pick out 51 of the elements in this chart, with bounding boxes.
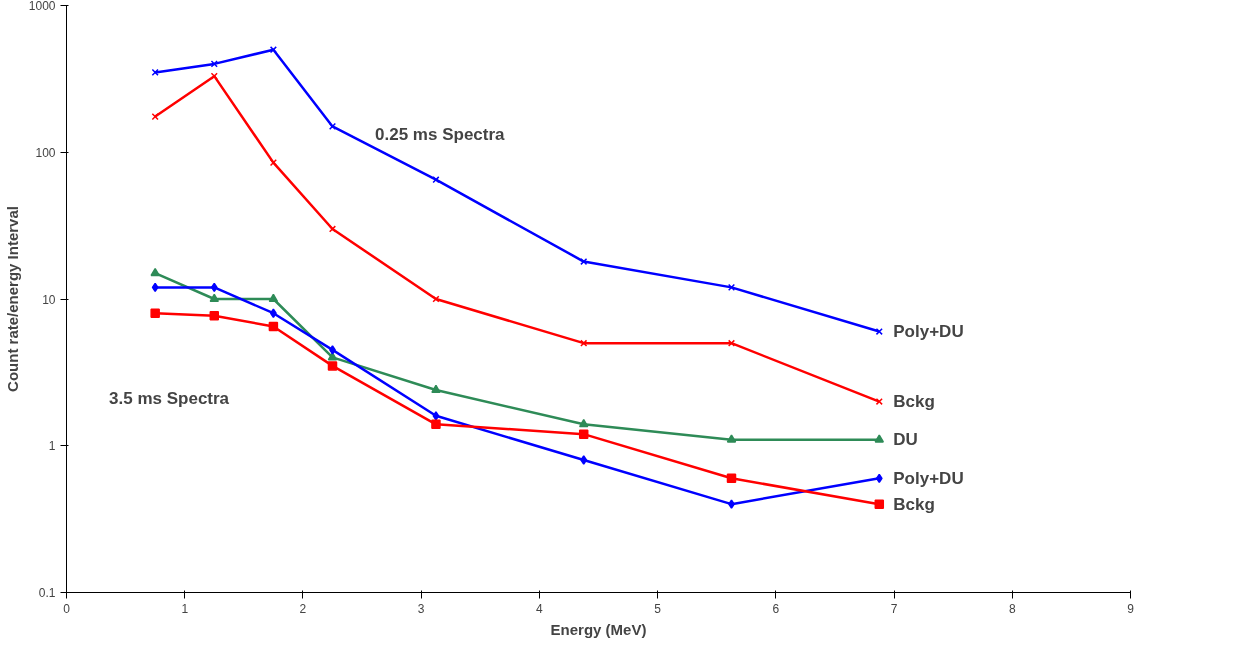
point <box>728 499 735 509</box>
point <box>150 267 160 277</box>
y-tick-label: 0.1 <box>38 586 56 600</box>
point <box>268 293 279 303</box>
y-tick-label: 1000 <box>28 0 56 13</box>
point <box>726 434 737 443</box>
point <box>578 429 589 439</box>
point <box>432 411 440 421</box>
point <box>327 361 338 371</box>
point <box>209 293 220 303</box>
x-tick-label: 1 <box>181 601 189 616</box>
annotation: 3.5 ms Spectra <box>109 389 230 409</box>
y-tick-label: 1 <box>48 439 56 454</box>
x-tick-label: 0 <box>63 601 71 616</box>
point <box>578 418 589 428</box>
point <box>432 295 440 303</box>
x-tick-label: 3 <box>417 601 425 616</box>
point <box>269 159 277 167</box>
point <box>268 321 279 332</box>
point <box>431 419 441 430</box>
point <box>269 308 277 318</box>
x-tick-label: 7 <box>890 601 898 616</box>
y-tick-label: 100 <box>35 145 56 160</box>
series-label: Bckg <box>893 494 935 514</box>
annotation: 0.25 ms Spectra <box>375 125 506 145</box>
x-tick-label: 6 <box>772 601 780 616</box>
series-label: Poly+DU <box>893 468 964 488</box>
x-axis-title: Energy (MeV) <box>550 620 647 638</box>
x-tick-label: 9 <box>1127 601 1135 616</box>
series-label: Bckg <box>893 392 935 412</box>
point <box>431 384 441 394</box>
series-label: DU <box>893 430 918 450</box>
point <box>580 455 588 465</box>
point <box>151 282 159 293</box>
y-tick-label: 10 <box>42 292 56 307</box>
point <box>874 499 885 509</box>
point <box>726 473 737 484</box>
point <box>150 308 160 318</box>
series-label: Poly+DU <box>893 322 964 342</box>
point <box>328 225 337 233</box>
x-tick-label: 2 <box>299 601 307 616</box>
point <box>209 310 220 321</box>
y-axis-title: Count rate/energy Interval <box>3 206 21 392</box>
x-tick-label: 4 <box>536 601 544 616</box>
point <box>329 345 336 355</box>
point <box>269 46 277 54</box>
x-tick-label: 5 <box>654 601 662 616</box>
point <box>875 473 883 484</box>
point <box>210 282 218 293</box>
x-tick-label: 8 <box>1008 601 1016 616</box>
point <box>874 434 885 443</box>
